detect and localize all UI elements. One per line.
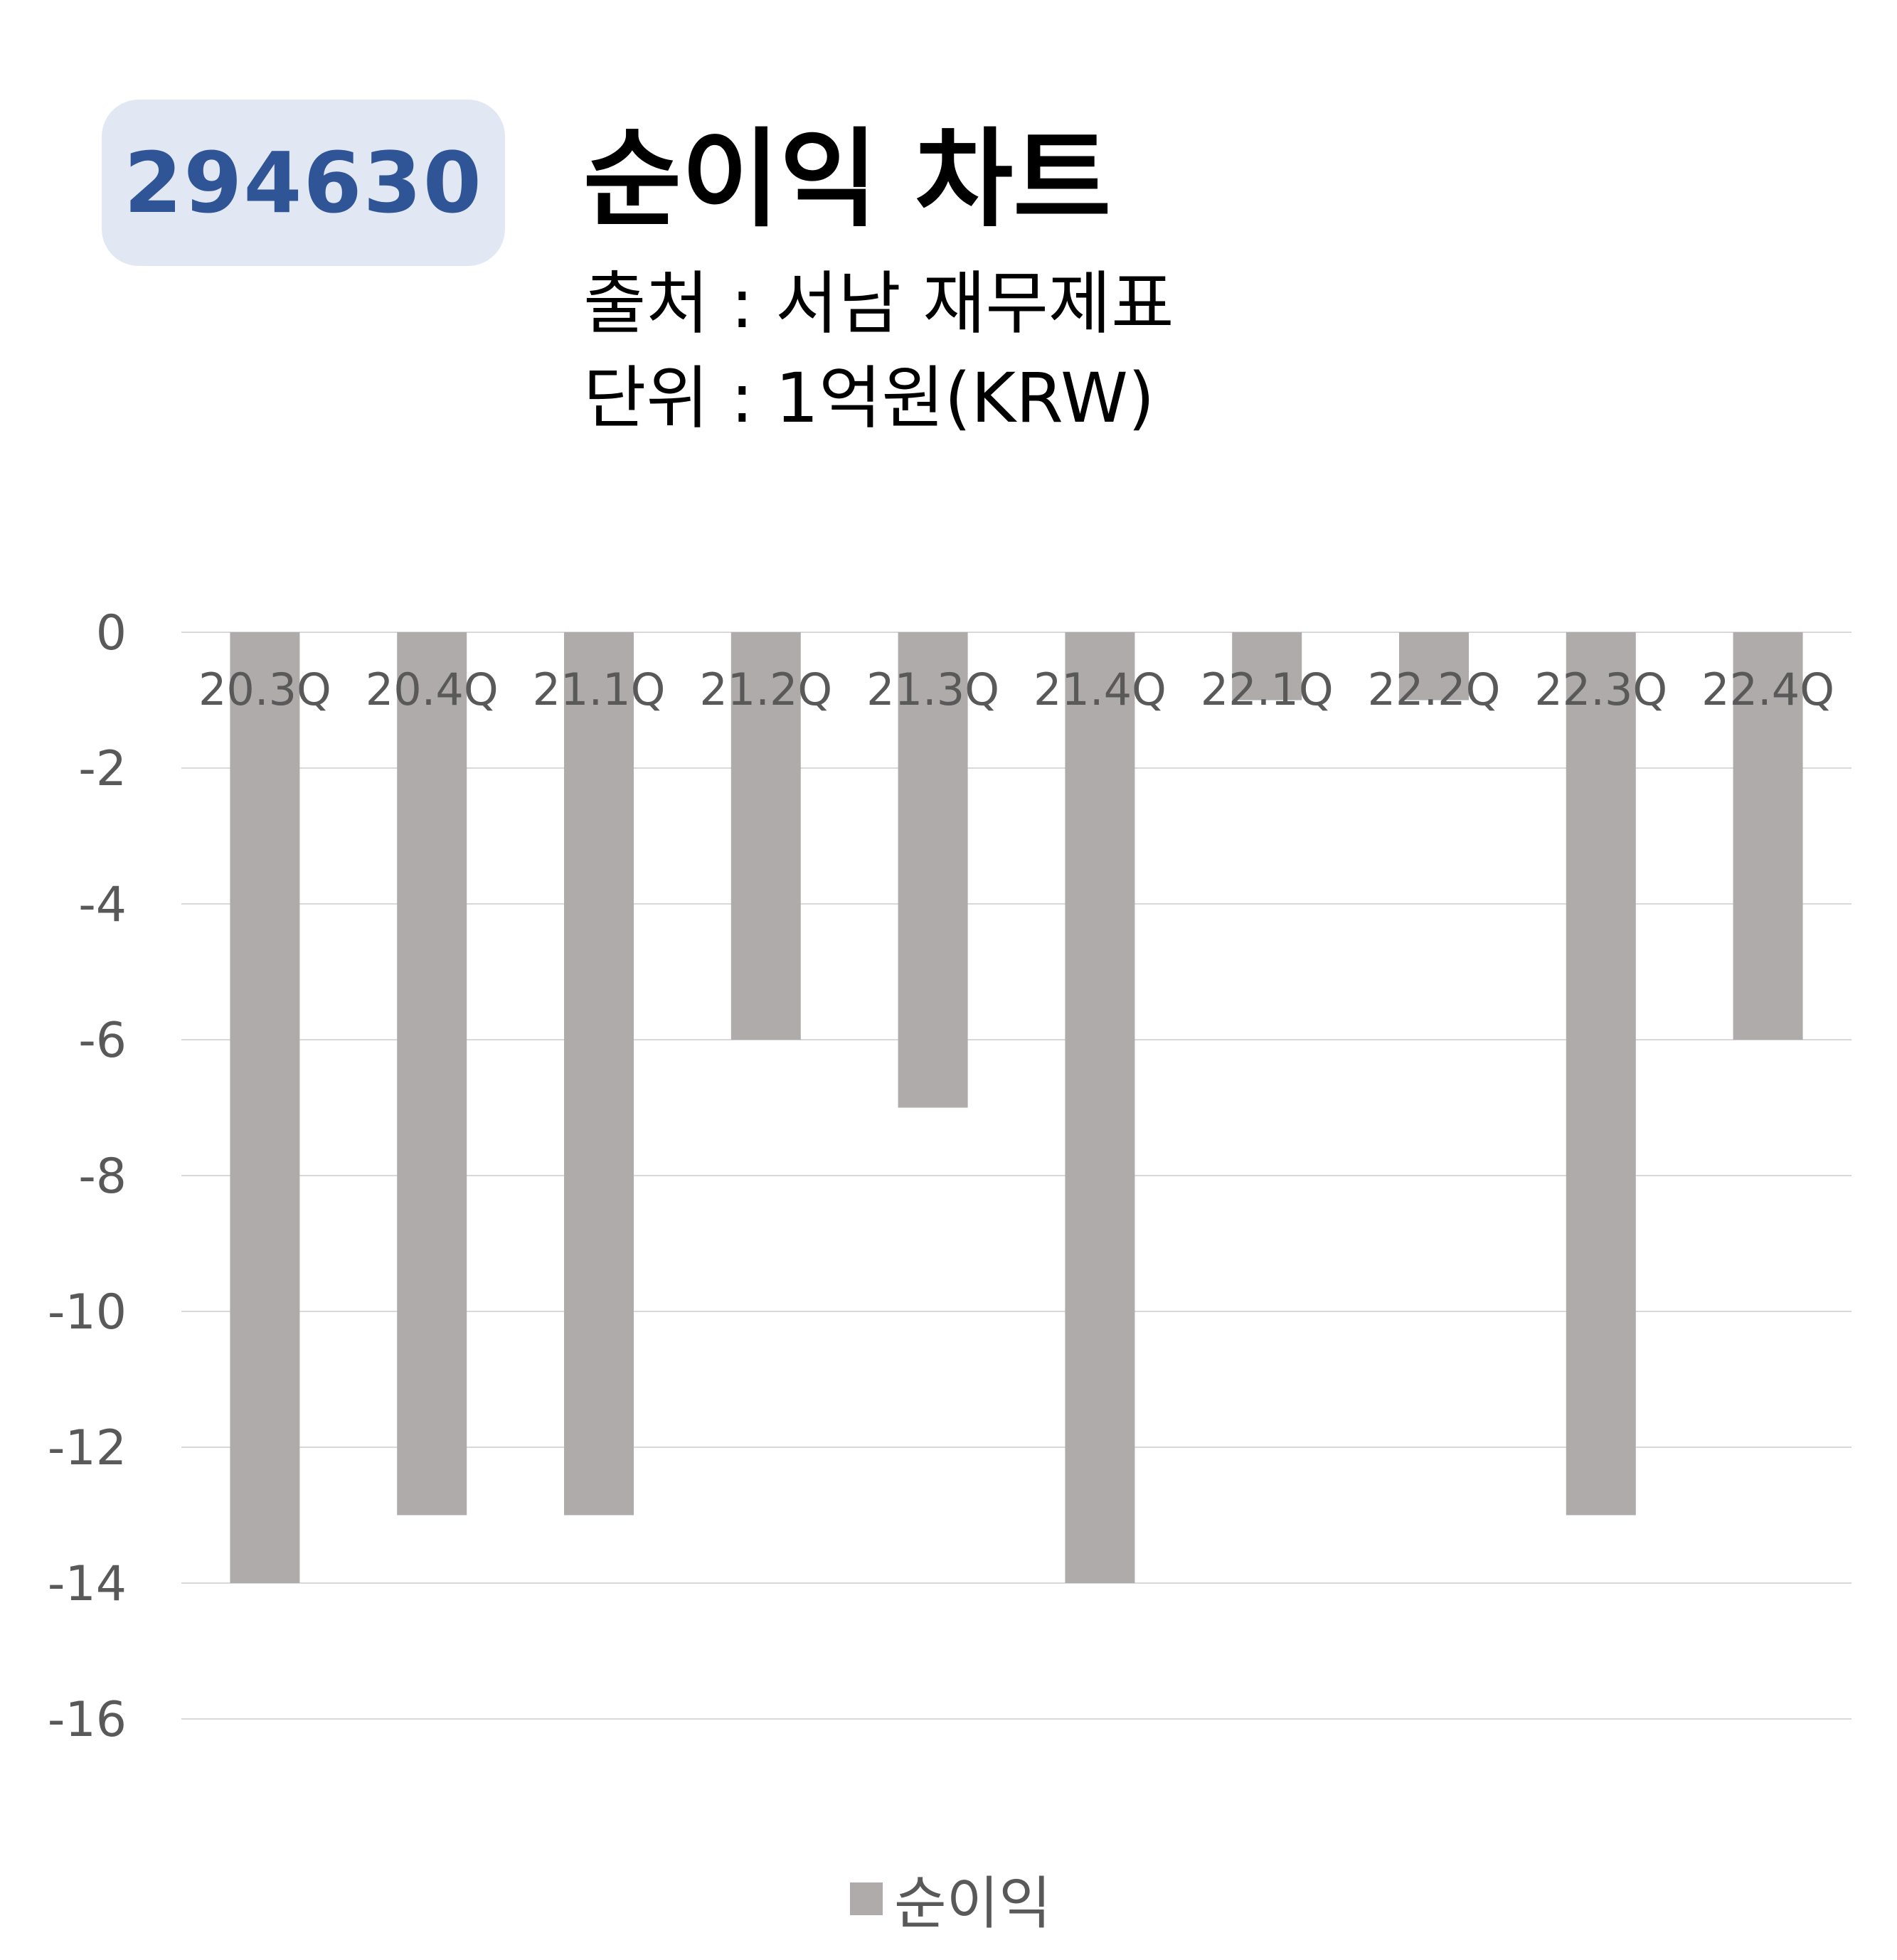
x-tick-label: 21.4Q: [1033, 664, 1167, 715]
bars: [230, 632, 1803, 1583]
x-tick-label: 22.4Q: [1701, 664, 1834, 715]
x-tick-label: 21.2Q: [699, 664, 832, 715]
y-tick-label: -14: [48, 1556, 127, 1612]
y-tick-label: -2: [78, 741, 127, 797]
chart-title: 순이익 차트: [583, 118, 1112, 242]
x-tick-label: 22.3Q: [1534, 664, 1667, 715]
y-tick-label: -4: [78, 877, 127, 933]
y-tick-label: -8: [78, 1149, 127, 1205]
x-axis-ticks: 20.3Q 20.4Q 21.1Q 21.2Q 21.3Q 21.4Q 22.1Q 22.2Q…: [198, 664, 1834, 715]
y-axis-ticks: 0 -2 -4 -6 -8 -10 -12 -14 -16: [48, 605, 127, 1748]
bar-21.3Q: [898, 632, 968, 1108]
bar-20.3Q: [230, 632, 300, 1583]
x-tick-label: 21.3Q: [866, 664, 999, 715]
x-tick-label: 21.1Q: [533, 664, 666, 715]
y-tick-label: -12: [48, 1420, 127, 1476]
x-tick-label: 20.3Q: [198, 664, 331, 715]
bar-20.4Q: [397, 632, 467, 1516]
y-tick-label: -10: [48, 1284, 127, 1341]
bar-21.1Q: [564, 632, 634, 1516]
source-note: 출처 : 서남 재무제표: [583, 264, 1174, 343]
unit-note: 단위 : 1억원(KRW): [583, 358, 1155, 438]
x-tick-label: 20.4Q: [366, 664, 499, 715]
x-tick-label: 22.1Q: [1201, 664, 1334, 715]
bar-22.1Q: [1232, 632, 1302, 701]
legend-label: 순이익: [894, 1870, 1051, 1937]
bar-21.4Q: [1065, 632, 1135, 1583]
legend: 순이익: [850, 1858, 1051, 1940]
stock-code-badge: 294630: [102, 100, 505, 266]
y-tick-label: -16: [48, 1692, 127, 1748]
x-tick-label: 22.2Q: [1368, 664, 1501, 715]
bar-22.4Q: [1733, 632, 1803, 1040]
y-tick-label: 0: [96, 605, 127, 661]
stock-code-text: 294630: [124, 134, 483, 232]
bar-21.2Q: [730, 632, 801, 1040]
legend-swatch: [850, 1882, 883, 1915]
bar-22.2Q: [1399, 632, 1469, 701]
y-tick-label: -6: [78, 1013, 127, 1069]
bar-22.3Q: [1566, 632, 1636, 1516]
